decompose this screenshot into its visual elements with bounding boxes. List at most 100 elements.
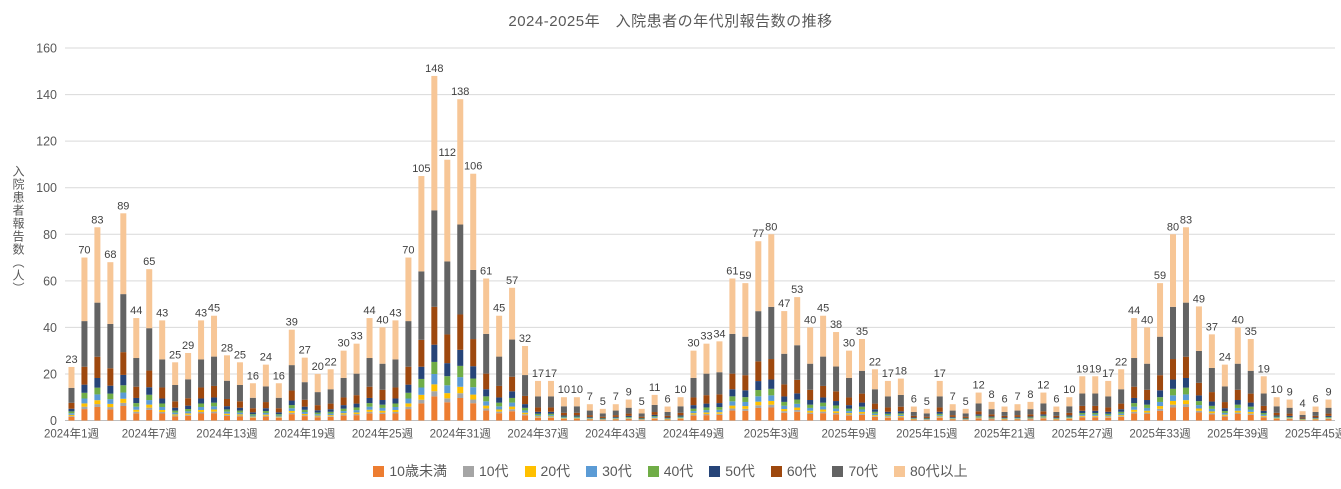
bar-segment [897,416,904,417]
bar-segment [547,413,554,416]
bar-segment [366,318,373,359]
bar-segment [1027,414,1034,417]
bar-segment [1170,234,1177,307]
bar-segment [936,417,943,418]
bar-value-label: 17 [1102,368,1114,380]
bar-segment [988,401,995,410]
bar-value-label: 65 [143,256,155,268]
bar-segment [444,334,451,364]
bar-segment [68,387,75,403]
bar-segment [496,402,503,407]
bar-segment [664,415,671,418]
bar-segment [794,410,801,412]
bar-segment [1170,379,1177,389]
bar-segment [1131,318,1138,359]
bar-segment [1066,417,1073,419]
bar-value-label: 40 [1141,314,1153,326]
bar-segment [975,411,982,415]
bar-segment [301,416,308,421]
bar-value-label: 30 [687,338,699,350]
bar-segment [418,339,425,367]
bar-segment [496,385,503,398]
bar-segment [133,409,140,412]
bar-segment [936,407,943,412]
bar-segment [625,413,632,416]
bar-segment [936,417,943,421]
bar-segment [211,356,218,386]
bar-segment [820,356,827,386]
bar-segment [340,411,347,414]
bar-segment [560,412,567,416]
bar-value-label: 8 [1027,389,1033,401]
bar-value-label: 148 [425,63,443,75]
bar-segment [1325,399,1332,408]
bar-segment [742,397,749,402]
bar-segment [1286,415,1293,417]
bar-segment [146,404,153,408]
bar-segment [1273,412,1280,416]
bar-value-label: 106 [464,161,482,173]
bar-segment [612,416,619,418]
bar-segment [1260,415,1267,417]
bar-segment [1234,410,1241,413]
bar-value-label: 7 [950,391,956,403]
bar-value-label: 24 [1219,352,1231,364]
bar-value-label: 43 [389,307,401,319]
bar-segment [68,414,75,416]
legend-label: 20代 [540,463,571,479]
bar-segment [1325,419,1332,421]
bar-segment [470,394,477,400]
bar-segment [249,412,256,415]
bar-segment [858,413,865,415]
bar-segment [1286,416,1293,418]
bar-segment [1066,415,1073,417]
bar-segment [288,410,295,413]
bar-segment [392,406,399,410]
bar-segment [301,399,308,407]
bar-segment [509,287,516,340]
y-axis-title: 入院患者報告数（人） [11,165,25,295]
x-tick-label: 2024年49週 [663,427,725,441]
bar-segment [742,390,749,398]
bar-segment [1260,412,1267,415]
bar-segment [223,355,230,381]
bar-segment [1170,407,1177,421]
bar-value-label: 20 [312,361,324,373]
bar-segment [1260,410,1267,413]
bar-segment [897,413,904,415]
bar-segment [301,382,308,400]
bar-value-label: 49 [1193,293,1205,305]
bar-segment [690,397,697,406]
bar-segment [1144,404,1151,408]
legend-label: 10代 [478,463,509,479]
bar-segment [185,414,192,416]
bar-value-label: 5 [639,396,645,408]
bar-segment [68,408,75,412]
bar-segment [833,412,840,415]
bar-segment [94,400,101,405]
bar-segment [223,414,230,416]
bar-segment [560,417,567,419]
bar-segment [262,415,269,417]
bar-segment [651,412,658,415]
bar-value-label: 47 [778,298,790,310]
bar-segment [418,271,425,340]
bar-segment [366,413,373,421]
bar-segment [94,404,101,407]
bar-segment [535,411,542,414]
bar-segment [962,417,969,419]
bar-segment [379,410,386,413]
bar-segment [807,412,814,414]
legend-item: 50代 [709,461,755,481]
bar-segment [1118,403,1125,410]
bar-segment [1182,394,1189,401]
bar-value-label: 70 [78,245,90,257]
bar-segment [470,387,477,395]
bar-segment [599,408,606,414]
bar-segment [172,362,179,385]
bar-segment [133,358,140,387]
bar-segment [1040,418,1047,421]
bar-segment [690,350,697,378]
bar-segment [223,380,230,399]
bar-segment [1092,405,1099,411]
